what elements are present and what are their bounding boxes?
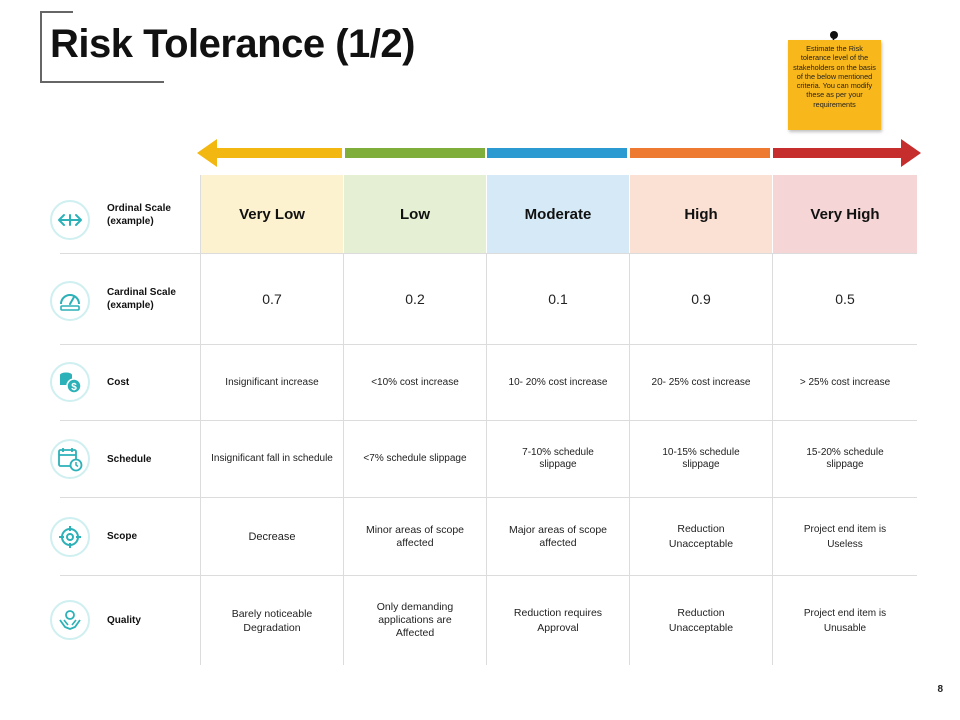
row-label-ordinal-scale: Ordinal Scale (example) [107, 203, 171, 227]
quality-cell: Reduction Unacceptable [668, 606, 734, 634]
schedule-cell: 7-10% schedule slippage [522, 447, 594, 470]
scope-cell: Decrease [248, 530, 296, 543]
scope-cell: Major areas of scope affected [508, 523, 608, 549]
row-divider [60, 253, 917, 254]
row-label-quality: Quality [107, 615, 141, 626]
cost-row-icon: $ [50, 362, 90, 402]
column-divider [772, 253, 773, 665]
arrow-segment-low [345, 148, 485, 158]
ordinal-row-icon [50, 200, 90, 240]
risk-scale-arrow [197, 139, 921, 167]
quality-cell: Project end item is Unusable [803, 607, 887, 634]
header-high: High [630, 175, 772, 253]
scope-row-icon [50, 517, 90, 557]
sticky-note-text: Estimate the Risk tolerance level of the… [788, 40, 881, 130]
arrow-left-head [197, 139, 342, 167]
calendar-clock-icon [58, 448, 83, 472]
cost-cell: Insignificant increase [225, 377, 319, 388]
row-divider [60, 420, 917, 421]
title-frame-top [40, 11, 73, 13]
cardinal-row-icon [50, 281, 90, 321]
column-divider [343, 253, 344, 665]
arrow-segment-moderate [487, 148, 627, 158]
cardinal-cell: 0.2 [405, 291, 425, 307]
page-title: Risk Tolerance (1/2) [50, 22, 415, 66]
row-divider [60, 344, 917, 345]
svg-text:$: $ [71, 382, 77, 393]
gauge-icon [60, 294, 80, 311]
scope-cell: Project end item is Useless [803, 523, 887, 550]
target-icon [59, 526, 81, 548]
cost-cell: <10% cost increase [371, 377, 459, 388]
row-label-cardinal-scale: Cardinal Scale (example) [107, 287, 176, 311]
column-divider [486, 253, 487, 665]
scope-cell: Minor areas of scope affected [365, 523, 465, 549]
arrow-right-head [773, 139, 921, 167]
schedule-cell: <7% schedule slippage [363, 453, 467, 464]
quality-cell: Barely noticeable Degradation [231, 607, 313, 634]
coins-dollar-icon: $ [60, 372, 82, 394]
header-low: Low [344, 175, 486, 253]
title-frame-bottom [40, 81, 164, 83]
schedule-row-icon [50, 439, 90, 479]
header-very-low: Very Low [201, 175, 343, 253]
schedule-cell: 15-20% schedule slippage [806, 447, 884, 470]
row-divider [60, 497, 917, 498]
cardinal-cell: 0.1 [548, 291, 568, 307]
sticky-note: Estimate the Risk tolerance level of the… [788, 30, 881, 130]
scope-cell: Reduction Unacceptable [668, 522, 734, 550]
cost-cell: 20- 25% cost increase [651, 377, 751, 388]
column-divider [629, 253, 630, 665]
quality-cell: Reduction requires Approval [513, 606, 603, 634]
cost-cell: > 25% cost increase [799, 377, 891, 388]
quality-cell: Only demanding applications are Affected [376, 601, 454, 639]
cardinal-cell: 0.5 [835, 291, 855, 307]
page-number: 8 [937, 684, 943, 695]
cost-cell: 10- 20% cost increase [508, 377, 608, 388]
cardinal-cell: 0.7 [262, 291, 282, 307]
schedule-cell: Insignificant fall in schedule [211, 453, 333, 464]
row-label-cost: Cost [107, 377, 130, 388]
row-divider [60, 575, 917, 576]
column-divider [200, 175, 201, 665]
cardinal-cell: 0.9 [691, 291, 711, 307]
horizontal-arrows-icon [58, 214, 82, 226]
title-frame [40, 11, 42, 83]
quality-hands-icon [59, 610, 81, 630]
row-label-schedule: Schedule [107, 454, 152, 465]
header-very-high: Very High [773, 175, 917, 253]
header-moderate: Moderate [487, 175, 629, 253]
schedule-cell: 10-15% schedule slippage [662, 447, 740, 470]
quality-row-icon [50, 600, 90, 640]
arrow-segment-high [630, 148, 770, 158]
row-label-scope: Scope [107, 531, 138, 542]
